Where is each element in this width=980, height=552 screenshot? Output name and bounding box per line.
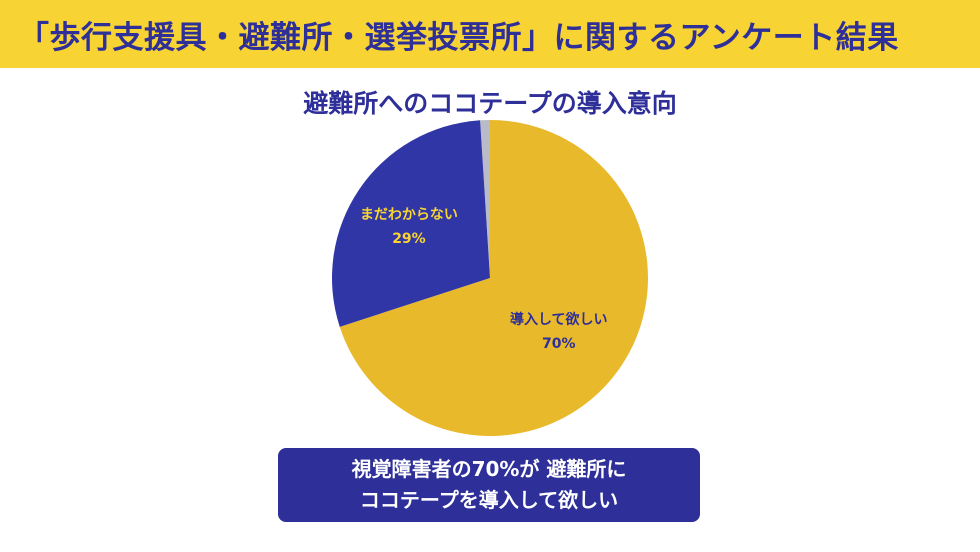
pie-slice-other xyxy=(480,120,490,278)
page-title: 「歩行支援具・避難所・選挙投票所」に関するアンケート結果 xyxy=(18,20,899,56)
slice-value-label: 29% xyxy=(392,231,426,247)
slice-label: 導入して欲しい xyxy=(510,311,608,328)
summary-callout: 視覚障害者の70%が 避難所に ココテープを導入して欲しい xyxy=(278,448,700,522)
callout-line-2: ココテープを導入して欲しい xyxy=(359,488,619,512)
header-bar xyxy=(0,0,980,68)
slice-value-label: 70% xyxy=(542,336,576,352)
pie-slice-まだわからない xyxy=(332,120,490,327)
chart-title: 避難所へのココテープの導入意向 xyxy=(303,89,677,118)
pie-slice-導入して欲しい xyxy=(339,120,649,436)
slice-label: まだわからない xyxy=(360,207,458,223)
callout-line-1: 視覚障害者の70%が 避難所に xyxy=(351,457,627,481)
